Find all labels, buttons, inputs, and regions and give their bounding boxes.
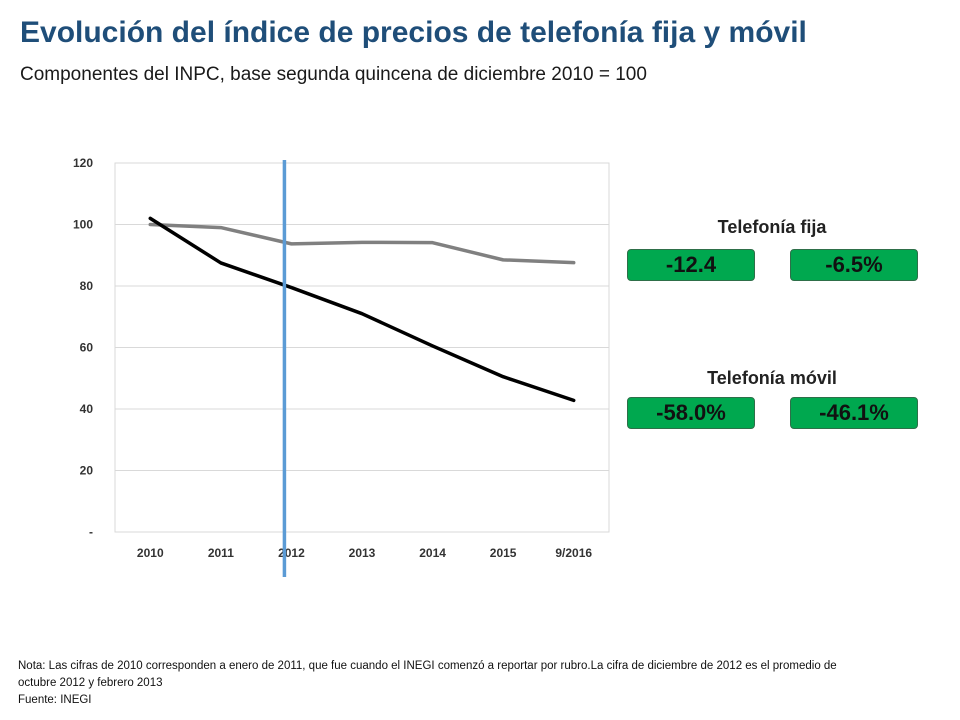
y-tick-label: 20 [80, 464, 94, 478]
y-tick-label: 100 [73, 218, 93, 232]
kpi-movil-label: Telefonía móvil [707, 368, 837, 388]
source-text: Fuente: INEGI [18, 694, 92, 706]
x-tick-label: 2014 [419, 546, 446, 560]
y-tick-label: - [89, 525, 93, 539]
x-tick-label: 2010 [137, 546, 164, 560]
series-line-movil [148, 216, 576, 403]
y-tick-label: 40 [80, 402, 94, 416]
x-tick-label: 2013 [349, 546, 376, 560]
y-tick-label: 120 [73, 156, 93, 170]
x-tick-label: 9/2016 [555, 546, 592, 560]
kpi-fija-label: Telefonía fija [717, 217, 827, 237]
x-tick-label: 2011 [208, 546, 234, 560]
chart-subtitle: Componentes del INPC, base segunda quinc… [20, 64, 647, 85]
y-tick-label: 60 [80, 341, 94, 355]
kpi-movil-value-b: -46.1% [790, 397, 918, 429]
kpi-movil-value-a: -58.0% [627, 397, 755, 429]
y-tick-label: 80 [80, 279, 94, 293]
note-text: Nota: Las cifras de 2010 corresponden a … [18, 660, 837, 689]
x-tick-label: 2015 [490, 546, 517, 560]
kpi-fija-value-a: -12.4 [627, 249, 755, 281]
x-tick-label: 2012 [278, 546, 305, 560]
chart-title: Evolución del índice de precios de telef… [20, 16, 807, 49]
kpi-fija-value-b: -6.5% [790, 249, 918, 281]
footnotes: Nota: Las cifras de 2010 corresponden a … [18, 658, 848, 709]
plot-area [114, 162, 610, 533]
